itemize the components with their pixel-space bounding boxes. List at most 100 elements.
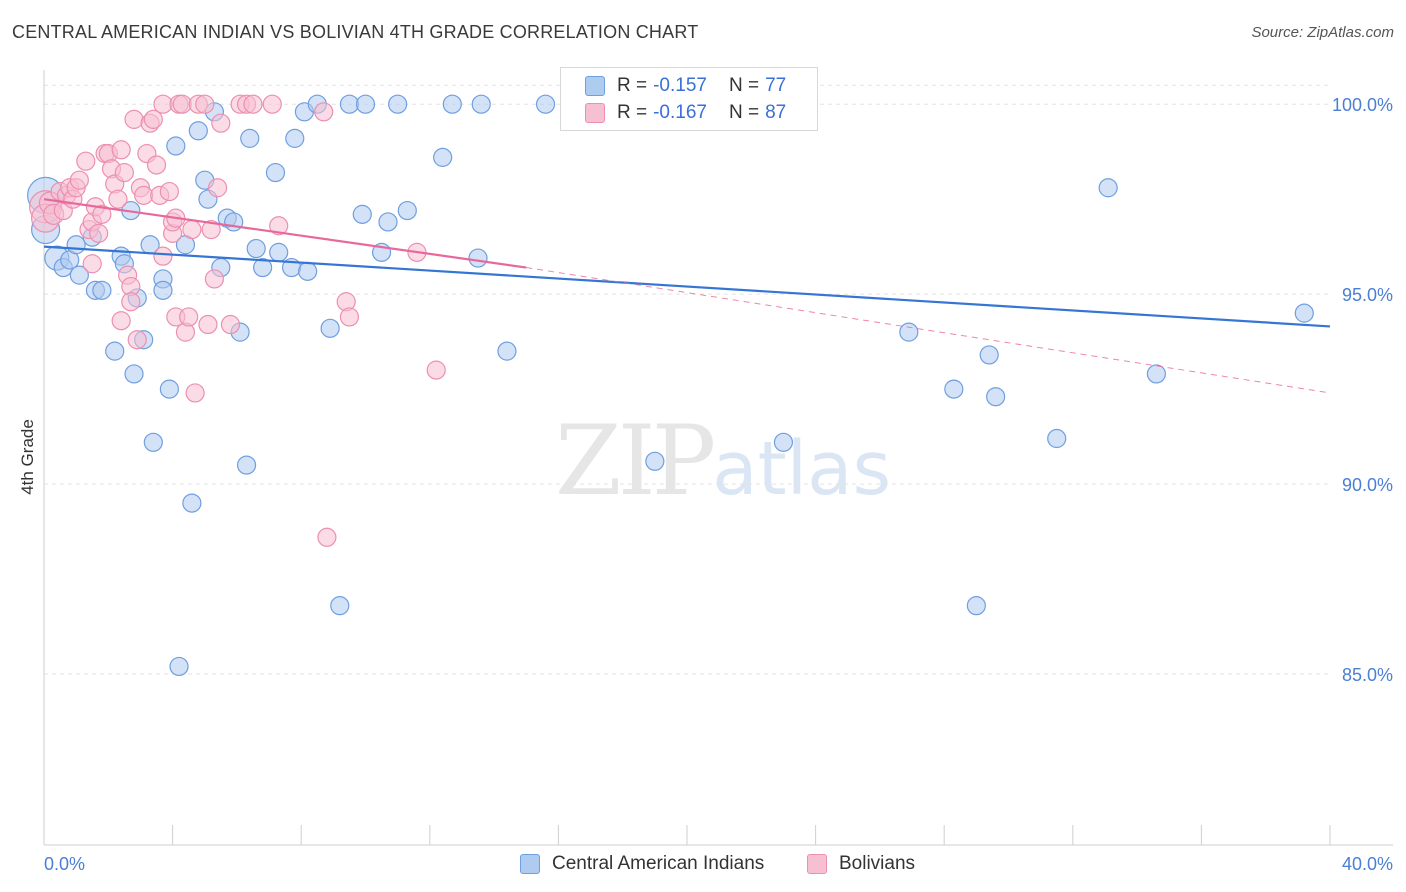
point-pink-16: [89, 223, 109, 243]
point-pink-32: [134, 185, 154, 205]
point-pink-39: [153, 94, 173, 114]
legend-swatch-pink: [585, 103, 605, 123]
x-tick-label-0: 0.0%: [44, 854, 85, 874]
point-blue-38: [265, 162, 286, 183]
point-blue-58: [497, 341, 517, 361]
point-pink-52: [195, 94, 215, 114]
point-pink-55: [204, 269, 224, 289]
y-axis-label: 4th Grade: [18, 419, 37, 495]
point-blue-64: [773, 432, 794, 452]
watermark-atlas: atlas: [712, 426, 892, 512]
point-blue-21: [159, 379, 179, 399]
legend-blue-n-label: N =: [728, 75, 760, 96]
legend-blue-r-value: -0.157: [653, 75, 707, 96]
point-blue-46: [330, 596, 350, 616]
point-blue-54: [433, 147, 453, 167]
point-pink-29: [124, 109, 144, 129]
point-pink-65: [317, 527, 337, 547]
point-pink-53: [198, 314, 218, 335]
point-pink-10: [69, 170, 89, 190]
legend-pink-n-value: 87: [765, 102, 787, 123]
point-pink-49: [182, 219, 202, 240]
point-blue-20: [153, 280, 173, 300]
point-blue-73: [1294, 303, 1314, 323]
y-tick-label-3: 85.0%: [1342, 665, 1393, 685]
point-pink-58: [220, 314, 241, 335]
point-blue-52: [388, 94, 408, 114]
point-pink-40: [159, 181, 179, 202]
point-pink-23: [111, 140, 131, 160]
bottom-legend-pink-label: Bolivians: [839, 853, 916, 874]
point-blue-5: [66, 235, 86, 255]
point-pink-30: [127, 330, 147, 350]
point-pink-13: [82, 254, 102, 274]
point-blue-48: [352, 204, 372, 224]
point-blue-23: [169, 656, 189, 677]
bottom-legend-pink: Bolivians: [807, 851, 915, 877]
stats-legend-pink: R = -0.167 N = 87: [585, 100, 786, 126]
point-pink-22: [108, 189, 128, 209]
point-blue-65: [899, 322, 919, 342]
point-pink-24: [111, 311, 131, 331]
y-tick-label-1: 95.0%: [1342, 285, 1393, 305]
point-blue-10: [105, 341, 125, 361]
point-blue-49: [355, 94, 376, 114]
point-blue-43: [298, 261, 318, 281]
y-tick-label-2: 90.0%: [1342, 475, 1393, 495]
point-blue-67: [966, 596, 986, 616]
point-pink-35: [143, 109, 163, 129]
point-blue-51: [378, 212, 398, 232]
point-blue-34: [236, 455, 257, 475]
legend-blue-r-label: R =: [617, 75, 648, 96]
bottom-legend-blue: Central American Indians: [520, 851, 764, 877]
point-pink-61: [243, 94, 263, 114]
point-pink-38: [153, 246, 173, 266]
point-pink-69: [426, 360, 446, 380]
point-blue-22: [166, 136, 186, 156]
point-pink-48: [179, 307, 199, 327]
point-blue-68: [979, 345, 999, 365]
point-pink-56: [208, 178, 228, 198]
point-blue-59: [535, 94, 556, 114]
point-blue-53: [397, 200, 417, 221]
point-pink-46: [172, 94, 192, 114]
watermark: ZIPatlas: [555, 405, 891, 517]
stats-legend: R = -0.157 N = 77 R = -0.167 N = 87: [560, 67, 818, 131]
point-pink-50: [185, 383, 205, 403]
point-blue-66: [944, 379, 964, 399]
bottom-legend-swatch-blue: [520, 854, 540, 874]
trendline-blue: [43, 245, 1331, 328]
point-blue-71: [1098, 178, 1118, 198]
legend-blue-n-value: 77: [765, 75, 787, 96]
point-blue-18: [143, 432, 163, 452]
point-pink-62: [262, 94, 282, 114]
chart-source: Source: ZipAtlas.com: [1251, 24, 1394, 41]
chart-title: CENTRAL AMERICAN INDIAN VS BOLIVIAN 4TH …: [12, 22, 699, 42]
trendline-pink: [43, 198, 527, 269]
point-blue-47: [339, 94, 360, 114]
point-pink-57: [211, 113, 231, 133]
point-blue-57: [471, 94, 491, 114]
point-blue-55: [442, 94, 462, 114]
point-blue-69: [986, 387, 1006, 407]
stats-legend-blue: R = -0.157 N = 77: [585, 73, 786, 99]
point-pink-54: [201, 219, 221, 240]
point-blue-45: [320, 318, 340, 338]
point-pink-28: [121, 292, 141, 312]
point-pink-63: [269, 216, 289, 236]
point-blue-36: [246, 238, 266, 259]
point-blue-35: [240, 128, 260, 148]
point-blue-6: [69, 265, 89, 285]
trendline-pink-extension: [526, 267, 1331, 394]
legend-pink-n-label: N =: [728, 102, 760, 123]
point-blue-14: [124, 364, 144, 384]
point-pink-11: [76, 151, 96, 171]
legend-pink-r-value: -0.167: [653, 102, 707, 123]
point-blue-26: [188, 121, 208, 141]
y-tick-label-0: 100.0%: [1332, 95, 1393, 115]
point-blue-62: [645, 451, 665, 471]
point-blue-39: [269, 242, 289, 262]
point-blue-70: [1047, 428, 1067, 449]
point-blue-56: [468, 248, 488, 268]
